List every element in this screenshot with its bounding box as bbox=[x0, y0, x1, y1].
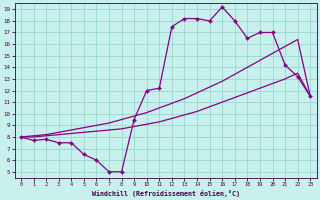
X-axis label: Windchill (Refroidissement éolien,°C): Windchill (Refroidissement éolien,°C) bbox=[92, 190, 240, 197]
